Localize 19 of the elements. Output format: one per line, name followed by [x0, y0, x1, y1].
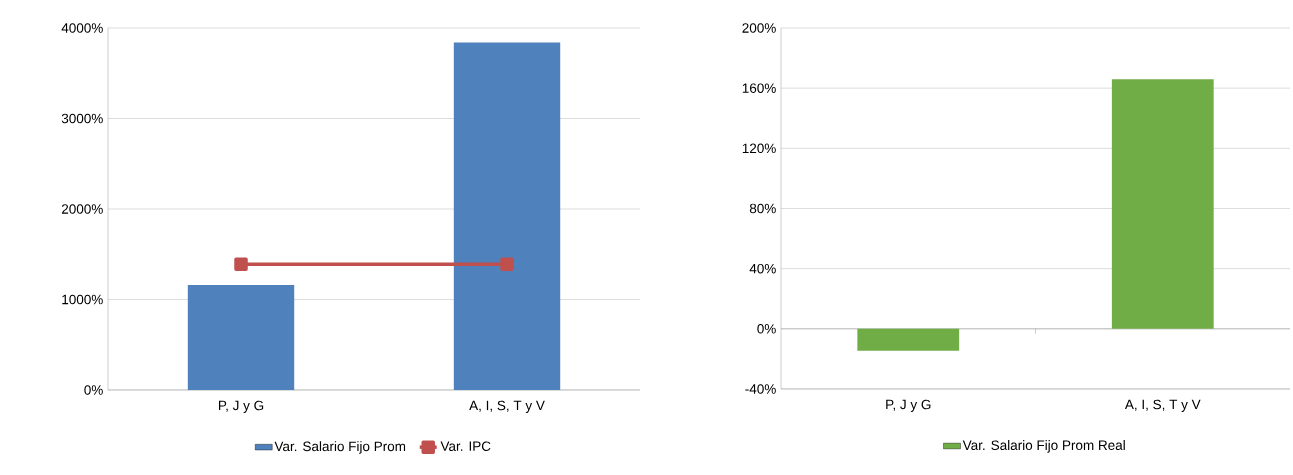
y-tick-label: 0%	[757, 324, 776, 334]
x-tick-label: A, I, S, T y V	[469, 400, 545, 413]
y-tick-label: 200%	[742, 23, 776, 33]
y-tick-label: 40%	[749, 263, 776, 274]
x-tick-label: P, J y G	[886, 399, 931, 412]
legend-label: Var. Salario Fijo Prom Real	[962, 440, 1125, 453]
y-tick-label: 4000%	[61, 23, 103, 33]
y-tick-label: 80%	[749, 203, 776, 214]
y-tick-label: 1000%	[62, 294, 103, 305]
legend-label: Var. IPC	[440, 441, 491, 451]
y-tick-label: 2000%	[61, 204, 103, 214]
x-tick-label: P, J y G	[218, 400, 264, 413]
legend-label: Var. Salario Fijo Prom	[274, 441, 406, 454]
x-tick-label: A, I, S, T y V	[1124, 399, 1201, 412]
y-tick-label: 0%	[84, 385, 103, 395]
y-tick-label: 3000%	[61, 113, 103, 124]
y-tick-label: -40%	[745, 384, 776, 394]
y-tick-label: 160%	[742, 83, 776, 93]
y-tick-label: 120%	[742, 143, 776, 154]
